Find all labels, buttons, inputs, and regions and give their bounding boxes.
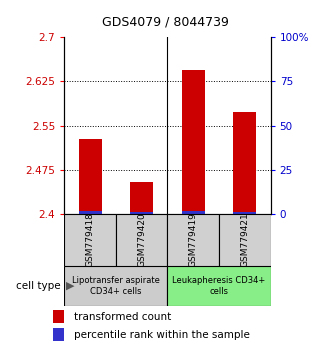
Bar [116,214,168,266]
Text: Leukapheresis CD34+
cells: Leukapheresis CD34+ cells [172,276,266,296]
Text: cell type: cell type [16,281,61,291]
Bar [53,328,64,341]
Text: GSM779419: GSM779419 [189,212,198,267]
Text: percentile rank within the sample: percentile rank within the sample [74,330,250,339]
Text: ▶: ▶ [66,281,75,291]
Text: GSM779421: GSM779421 [240,212,249,267]
Bar [168,266,271,306]
Text: GDS4079 / 8044739: GDS4079 / 8044739 [102,16,228,29]
Bar [130,182,153,214]
Text: Lipotransfer aspirate
CD34+ cells: Lipotransfer aspirate CD34+ cells [72,276,160,296]
Bar [64,266,168,306]
Bar [64,214,116,266]
Text: transformed count: transformed count [74,312,172,322]
Bar [53,310,64,323]
Bar [219,214,271,266]
Bar [79,139,102,214]
Bar [182,70,205,214]
Text: GSM779418: GSM779418 [85,212,95,267]
Bar [168,214,219,266]
Bar [182,211,205,214]
Bar [130,211,153,214]
Bar [79,211,102,214]
Bar [233,112,256,214]
Text: GSM779420: GSM779420 [137,212,146,267]
Bar [233,211,256,214]
